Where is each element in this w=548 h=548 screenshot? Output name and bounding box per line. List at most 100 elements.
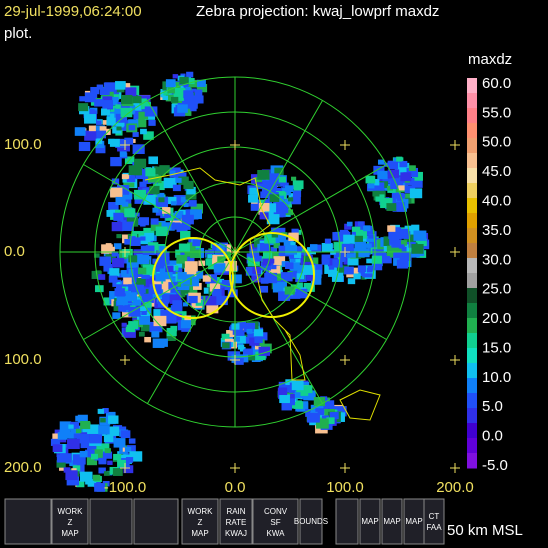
echo — [178, 243, 190, 253]
echo — [281, 402, 292, 411]
toolbar-button-label: WORK — [58, 507, 84, 516]
colorbar-tick-label: 5.0 — [482, 398, 503, 415]
echo — [235, 358, 244, 365]
echo — [403, 231, 411, 237]
echo — [143, 277, 156, 288]
echo — [128, 125, 136, 131]
echo — [372, 190, 380, 197]
toolbar-button[interactable] — [423, 498, 445, 545]
echo — [397, 162, 410, 173]
colorbar-swatch — [467, 213, 477, 229]
colorbar-swatch — [467, 108, 477, 124]
echo — [165, 265, 174, 273]
echo — [155, 265, 164, 272]
echo — [172, 290, 181, 297]
echo — [111, 257, 125, 268]
colorbar-swatch — [467, 183, 477, 199]
echo — [108, 202, 119, 211]
echo — [166, 327, 177, 337]
echo — [78, 103, 89, 112]
echo — [287, 197, 294, 202]
echo — [122, 248, 133, 258]
echo — [373, 182, 385, 192]
toolbar-icon[interactable] — [335, 498, 359, 545]
echo — [96, 443, 110, 454]
echo — [172, 184, 181, 192]
toolbar-icon[interactable] — [133, 498, 179, 545]
echo — [212, 288, 222, 297]
echo — [184, 261, 198, 272]
title: Zebra projection: kwaj_lowprf maxdz — [196, 3, 439, 20]
echo — [111, 178, 120, 185]
echo — [128, 284, 137, 292]
echo — [158, 197, 165, 203]
echo — [373, 165, 385, 175]
colorbar-swatch — [467, 93, 477, 109]
toolbar-button[interactable] — [219, 498, 253, 545]
toolbar-button[interactable] — [252, 498, 299, 545]
echo — [377, 170, 388, 180]
echo — [125, 87, 137, 97]
echo — [172, 300, 183, 309]
echo — [291, 176, 297, 181]
echo — [193, 270, 204, 279]
echo — [185, 86, 191, 91]
toolbar-icon[interactable] — [89, 498, 133, 545]
echo — [236, 335, 246, 344]
echo — [243, 322, 256, 333]
echo — [187, 242, 196, 250]
echo — [153, 280, 162, 287]
toolbar-button[interactable] — [51, 498, 89, 545]
echo — [165, 79, 176, 88]
echo — [279, 394, 290, 404]
echo — [122, 221, 134, 231]
echo — [128, 321, 139, 329]
echo — [411, 250, 420, 258]
echo — [113, 453, 122, 461]
colorbar-swatch — [467, 378, 477, 394]
echo — [264, 272, 278, 284]
toolbar-button-label: CONV — [264, 507, 288, 516]
echo — [285, 209, 294, 216]
echo — [180, 230, 191, 240]
colorbar-tick-label: 15.0 — [482, 339, 511, 356]
echo — [157, 295, 165, 302]
echo — [207, 254, 213, 259]
toolbar-button[interactable] — [181, 498, 219, 545]
echo — [143, 227, 155, 237]
echo — [399, 193, 406, 199]
echo — [123, 83, 131, 89]
echo — [131, 233, 137, 239]
echo — [87, 424, 100, 434]
echo — [112, 312, 121, 319]
echo — [277, 227, 286, 235]
echo — [157, 192, 165, 199]
toolbar-button[interactable] — [299, 498, 323, 545]
echo — [102, 408, 109, 414]
echo — [387, 225, 396, 232]
echo — [324, 238, 332, 244]
echo — [321, 258, 330, 265]
echo — [366, 243, 372, 248]
echo — [160, 268, 173, 279]
echo — [116, 296, 128, 306]
echo — [404, 185, 415, 194]
echo — [123, 178, 135, 188]
toolbar-button[interactable] — [381, 498, 403, 545]
echo — [181, 214, 194, 225]
echo — [104, 82, 117, 92]
echo — [81, 426, 92, 435]
echo — [128, 255, 138, 263]
echo — [157, 298, 169, 308]
x-axis-label: -100.0 — [104, 479, 147, 496]
toolbar-button[interactable] — [359, 498, 381, 545]
echo — [311, 269, 322, 279]
echo — [347, 256, 359, 266]
toolbar-button-label: Z — [68, 518, 73, 527]
echo — [398, 185, 405, 191]
echo — [248, 354, 256, 361]
echo — [81, 441, 88, 447]
echo — [213, 263, 226, 273]
toolbar-icon[interactable] — [4, 498, 52, 545]
toolbar-button-label: RATE — [226, 518, 247, 527]
